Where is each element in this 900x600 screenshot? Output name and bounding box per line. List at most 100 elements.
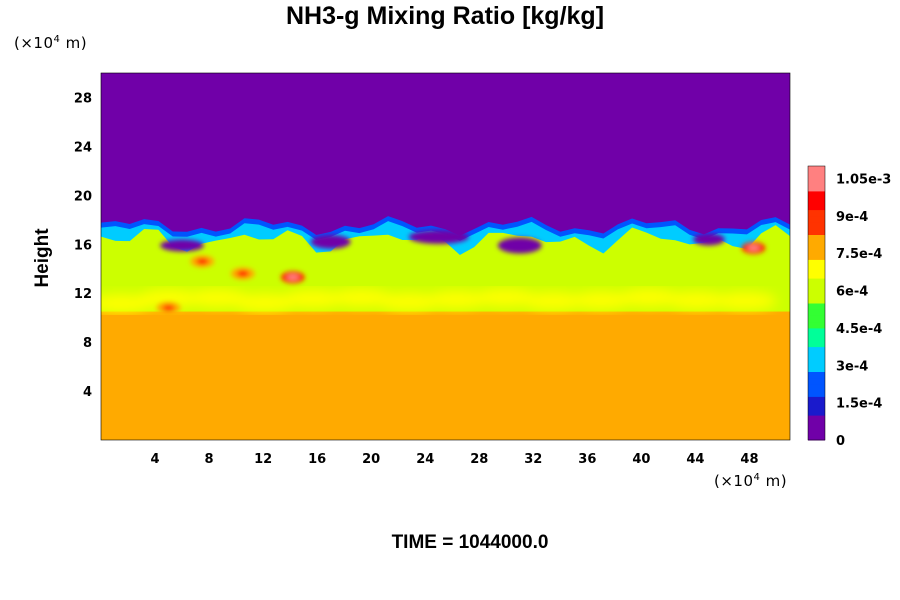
yellow-patch-2 (185, 289, 249, 308)
colorbar-level (808, 346, 825, 354)
time-label: TIME = 1044000.0 (391, 532, 549, 553)
x-tick-label: 24 (416, 452, 434, 467)
colorbar-level (808, 296, 825, 304)
colorbar-level (808, 408, 825, 416)
yellow-patch-6 (377, 292, 441, 311)
colorbar-label: 6e-4 (836, 285, 868, 300)
field-features (156, 241, 766, 314)
colorbar-level (808, 427, 825, 435)
x-tick-label: 44 (686, 452, 704, 467)
field-yellow-patches (101, 288, 777, 313)
y-tick-label: 20 (74, 189, 92, 204)
colorbar-level (808, 166, 825, 173)
x-tick-label: 48 (740, 452, 758, 467)
colorbar: 0 1.5e-4 3e-4 4.5e-4 6e-4 7.5e-4 9e-4 1.05e-3 (807, 165, 891, 449)
plot-frame (100, 72, 791, 441)
x-tick-label: 16 (308, 452, 326, 467)
colorbar-level (808, 359, 825, 366)
x-tick-label: 28 (470, 452, 488, 467)
yellow-patch-9 (521, 292, 585, 311)
yellow-patch-5 (329, 288, 393, 307)
y-tick-label: 24 (74, 140, 92, 155)
yellow-patch-7 (425, 290, 489, 309)
y-tick-label: 8 (83, 336, 92, 351)
colorbar-level (808, 365, 825, 372)
y-tick-label: 4 (83, 385, 92, 400)
x-tick-label: 12 (254, 452, 272, 467)
colorbar-level (808, 172, 825, 179)
dry-intrusion-0 (160, 239, 205, 252)
y-tick-label: 16 (74, 238, 92, 253)
feature-core-2 (196, 258, 209, 265)
yellow-patch-1 (137, 289, 201, 308)
colorbar-level (808, 433, 825, 441)
colorbar-level (808, 234, 825, 242)
colorbar-label: 1.05e-3 (836, 172, 891, 187)
colorbar-level (808, 246, 825, 254)
colorbar-level (808, 377, 825, 385)
colorbar-level (808, 371, 825, 379)
x-tick-label: 8 (205, 452, 214, 467)
field-lower-layer (101, 311, 790, 440)
colorbar-level (808, 327, 825, 335)
colorbar-level (808, 222, 825, 229)
colorbar-label: 1.5e-4 (836, 397, 882, 412)
colorbar-level (808, 415, 825, 422)
field-dry-intrusions (160, 229, 725, 254)
x-axis-unit: (×104 m) (714, 472, 788, 490)
yellow-patch-3 (233, 293, 297, 312)
colorbar-level (808, 421, 825, 429)
colorbar-level (808, 259, 825, 267)
y-axis-unit: (×104 m) (14, 34, 88, 52)
colorbar-level (808, 321, 825, 329)
colorbar-level (808, 383, 825, 391)
y-tick-label: 28 (74, 91, 92, 106)
colorbar-level (808, 290, 825, 298)
colorbar-label: 4.5e-4 (836, 322, 882, 337)
colorbar-level (808, 271, 825, 279)
colorbar-level (808, 265, 825, 273)
colorbar-level (808, 209, 825, 217)
y-tick-label: 12 (74, 287, 92, 302)
colorbar-level (808, 240, 825, 248)
yellow-patch-13 (713, 292, 777, 311)
colorbar-level (808, 215, 825, 223)
colorbar-label: 0 (836, 434, 845, 449)
colorbar-level (808, 184, 825, 192)
colorbar-level (808, 303, 825, 310)
colorbar-frame (807, 165, 826, 441)
colorbar-level (808, 253, 825, 260)
colorbar-level (808, 278, 825, 285)
feature-core-0 (286, 274, 299, 281)
yellow-patch-10 (569, 291, 633, 310)
colorbar-level (808, 396, 825, 404)
colorbar-label: 7.5e-4 (836, 247, 882, 262)
dry-intrusion-3 (497, 237, 542, 254)
dry-intrusion-2 (408, 229, 469, 244)
x-tick-label: 32 (524, 452, 542, 467)
feature-core-1 (747, 244, 760, 251)
colorbar-label: 9e-4 (836, 210, 868, 225)
colorbar-level (808, 284, 825, 292)
colorbar-level (808, 228, 825, 235)
colorbar-level (808, 334, 825, 341)
feature-core-3 (162, 304, 175, 311)
colorbar-level (808, 315, 825, 323)
feature-core-4 (236, 270, 249, 277)
x-tick-label: 20 (362, 452, 380, 467)
dry-intrusion-4 (692, 233, 725, 246)
x-tick-label: 40 (632, 452, 650, 467)
chart-title: NH3-g Mixing Ratio [kg/kg] (285, 2, 605, 30)
dry-intrusion-1 (310, 234, 351, 249)
colorbar-level (808, 390, 825, 397)
colorbar-level (808, 402, 825, 410)
colorbar-level (808, 178, 825, 186)
colorbar-level (808, 197, 825, 204)
x-tick-label: 36 (578, 452, 596, 467)
colorbar-label: 3e-4 (836, 359, 868, 374)
colorbar-level (808, 352, 825, 360)
colorbar-level (808, 309, 825, 316)
yellow-patch-12 (665, 291, 729, 310)
yellow-patch-11 (617, 288, 681, 307)
